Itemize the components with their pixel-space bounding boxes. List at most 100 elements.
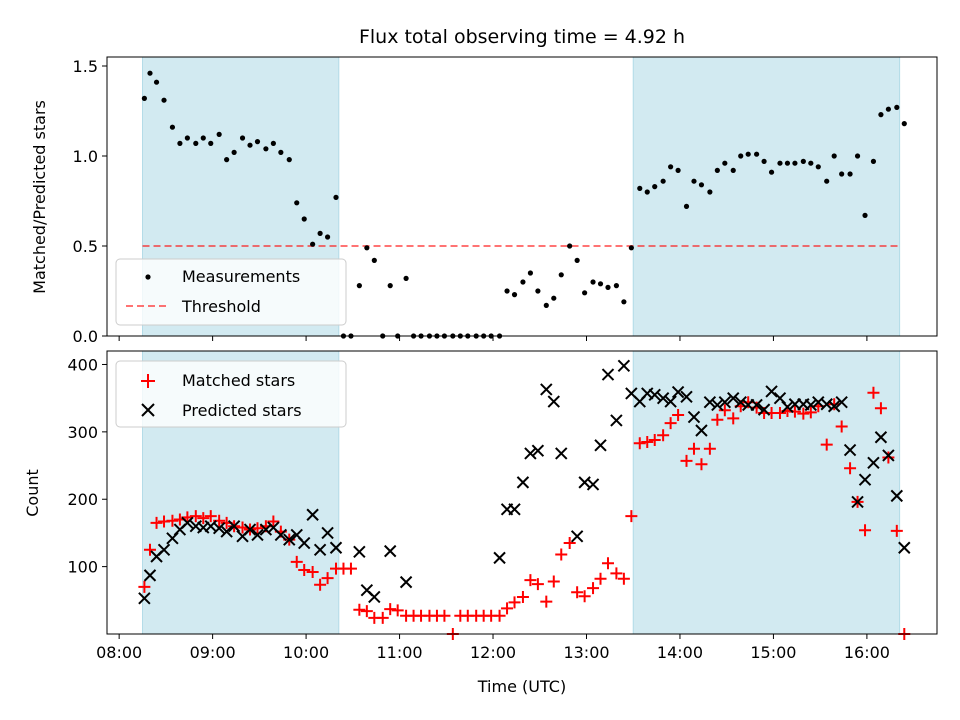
measurement-point [730,167,736,173]
measurement-point [815,164,821,170]
measurement-point [403,275,409,281]
measurement-point [208,140,214,146]
matched-star-point [641,435,654,448]
matched-star-point [703,442,716,455]
predicted-star-point [898,541,911,554]
predicted-star-point [540,383,553,396]
matched-star-point [391,604,404,617]
matched-star-point [571,586,584,599]
predicted-star-point [687,410,701,424]
measurement-point [200,135,206,141]
measurement-point [597,281,604,287]
measurement-point [141,95,147,101]
predicted-star-point [656,391,670,405]
predicted-star-point [757,403,771,416]
predicted-stars-points [138,359,911,605]
matched-star-point [438,609,451,622]
measurement-point [745,151,751,157]
matched-star-point [820,438,833,451]
predicted-star-point [138,592,151,605]
measurement-point [683,203,690,209]
legend-predicted-marker [141,403,155,417]
matched-star-point [501,602,514,615]
predicted-star-point [298,536,311,550]
bottom-shaded-regions [142,350,901,635]
matched-star-point [797,407,810,420]
matched-star-point [563,537,576,550]
matched-star-point [672,409,685,422]
measurement-point [901,121,907,127]
matched-star-point [516,590,529,603]
measurement-point [387,283,393,289]
matched-star-point [844,462,857,475]
matched-star-point [150,516,163,529]
predicted-star-point [555,447,568,460]
matched-star-point [493,609,506,622]
matched-star-point [680,454,693,467]
matched-star-point [687,442,700,455]
measurement-point [668,164,674,170]
matched-star-point [890,524,903,537]
predicted-star-point [781,400,794,414]
measurement-point [520,279,526,285]
measurement-point [310,241,316,247]
x-tick-label: 08:00 [96,643,142,662]
measurement-point [317,230,323,236]
matched-star-point [138,580,151,593]
matched-star-point [267,515,280,528]
predicted-star-point [524,447,537,460]
predicted-star-point [827,400,841,413]
legend-measurements-label: Measurements [182,267,300,286]
measurement-point [193,140,199,146]
measurement-point [862,212,868,218]
bottom-x-ticks: 08:00 09:00 10:00 11:00 12:00 13:00 14:00 15:00… [96,634,890,662]
predicted-star-point [890,489,904,503]
x-tick-label: 12:00 [470,643,516,662]
x-axis-label: Time (UTC) [477,677,566,696]
measurement-point [527,270,534,276]
predicted-star-point [259,523,273,536]
measurement-point [870,158,877,164]
measurement-point [792,160,798,166]
bottom-axes-frame [106,350,938,635]
bottom-panel: 100 200 300 400 08:00 09:00 10:00 11:00 12:00 13… [23,350,938,696]
measurement-point [263,146,269,152]
matched-star-point [835,420,848,433]
top-panel: 0.0 0.5 1.0 1.5 Matched/Predicted stars Mea… [30,56,938,346]
measurement-point [161,97,167,103]
measurement-point [371,257,377,263]
top-y-axis-label: Matched/Predicted stars [30,100,49,294]
predicted-star-point [851,495,864,509]
chart-title: Flux total observing time = 4.92 h [359,26,685,48]
predicted-star-point [243,523,257,536]
top-y-ticks: 0.0 0.5 1.0 1.5 [73,57,107,346]
predicted-star-point [882,449,895,462]
matched-star-point [540,595,553,608]
measurement-point [535,288,541,294]
predicted-star-point [329,541,343,554]
matched-star-point [251,522,264,535]
predicted-star-point [671,385,685,399]
predicted-star-point [313,543,327,556]
measurement-point [590,279,596,285]
measurement-point [605,284,611,290]
measurement-point [754,151,760,157]
matched-star-point [867,386,880,399]
matched-star-point [882,451,895,464]
measurement-point [722,160,728,166]
matched-star-point [664,417,677,430]
matched-star-point [828,398,841,411]
measurement-point [707,189,713,195]
predicted-star-point [765,385,778,398]
matched-star-point [314,578,327,591]
measurement-point [324,234,331,240]
measurement-point [286,157,292,163]
top-axes-frame [106,56,938,337]
measurement-point [177,140,183,146]
predicted-star-point [843,443,857,457]
predicted-star-point [251,528,264,542]
matched-star-point [376,611,389,624]
predicted-star-point [516,476,530,489]
y-tick-label: 1.0 [73,147,98,166]
measurement-point [574,257,580,263]
